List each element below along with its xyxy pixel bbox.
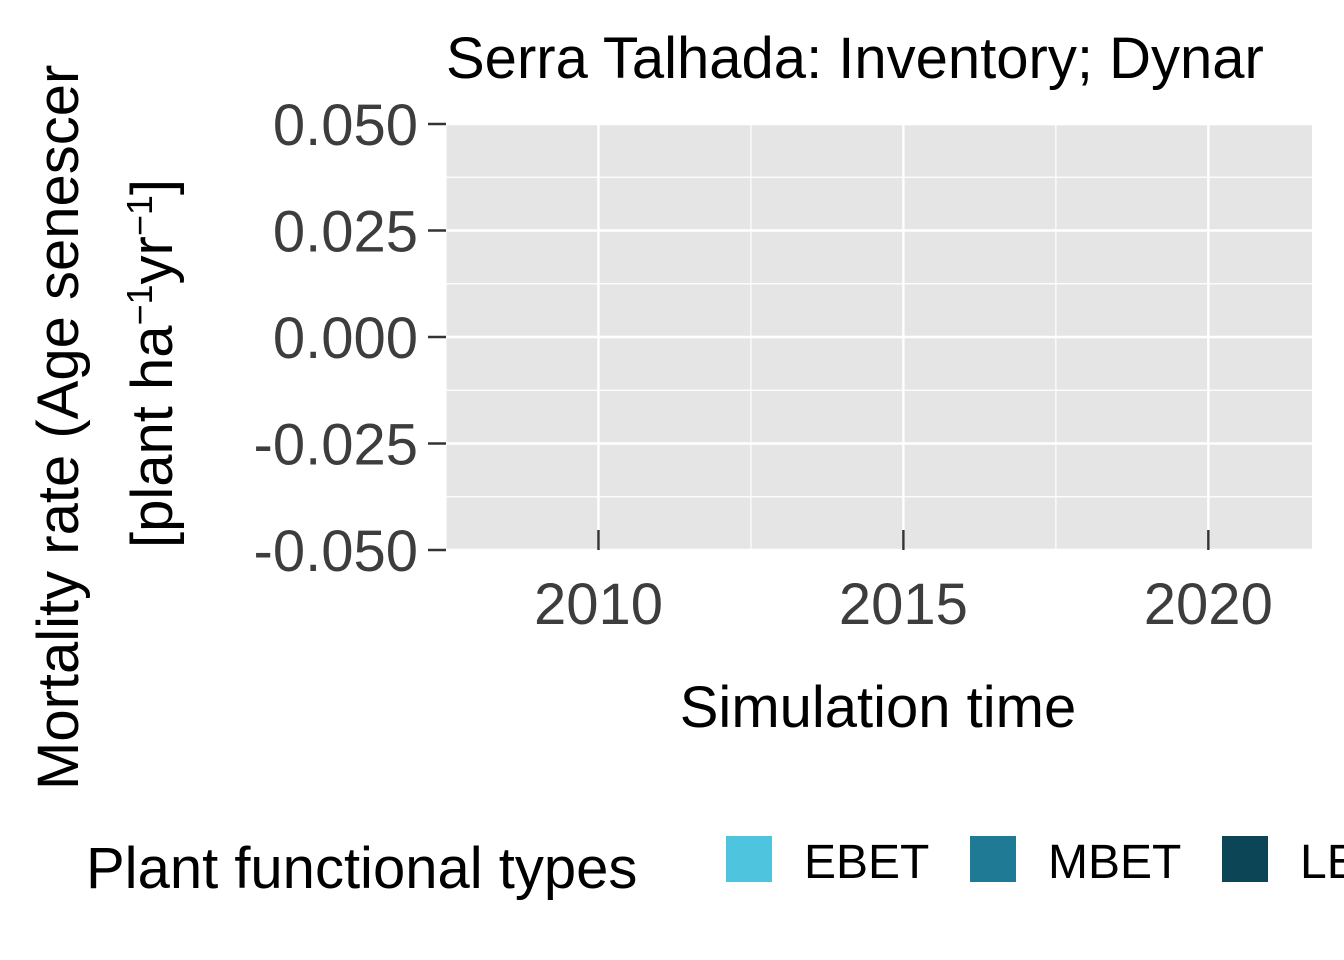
y-units-sup1: −1: [119, 284, 160, 325]
chart-title: Serra Talhada: Inventory; Dynar: [446, 26, 1264, 91]
x-tick-label: 2015: [839, 572, 968, 637]
y-tick-label: -0.025: [254, 413, 418, 478]
y-tick-label: 0.050: [273, 93, 418, 158]
y-tick-label: 0.000: [273, 306, 418, 371]
x-tick-label: 2010: [534, 572, 663, 637]
y-units-sup2: −1: [119, 195, 160, 236]
legend-label-ebet: EBET: [804, 836, 929, 889]
legend: Plant functional types EBET MBET LE: [86, 836, 1344, 901]
legend-key-le: [1222, 836, 1268, 882]
legend-label-mbet: MBET: [1048, 836, 1181, 889]
legend-key-ebet: [726, 836, 772, 882]
legend-title: Plant functional types: [86, 836, 637, 901]
y-axis-label-line2: [plant ha−1yr−1]: [119, 179, 185, 548]
y-units-mid: yr: [120, 236, 185, 284]
plot-panel: 0.050 0.025 0.000 -0.025 -0.050 2010 2015 2020: [254, 93, 1312, 637]
y-units-post: ]: [120, 179, 185, 195]
legend-label-le: LE: [1300, 836, 1344, 889]
y-axis-label-units: [plant ha−1yr−1]: [119, 179, 185, 548]
y-axis-label: Mortality rate (Age senescer: [26, 65, 91, 790]
y-units-pre: [plant ha: [120, 325, 185, 548]
legend-key-mbet: [970, 836, 1016, 882]
x-tick-label: 2020: [1144, 572, 1273, 637]
y-axis-label-line1: Mortality rate (Age senescer: [26, 65, 91, 790]
y-tick-label: 0.025: [273, 200, 418, 265]
x-axis-label: Simulation time: [680, 675, 1076, 740]
y-tick-label: -0.050: [254, 519, 418, 584]
